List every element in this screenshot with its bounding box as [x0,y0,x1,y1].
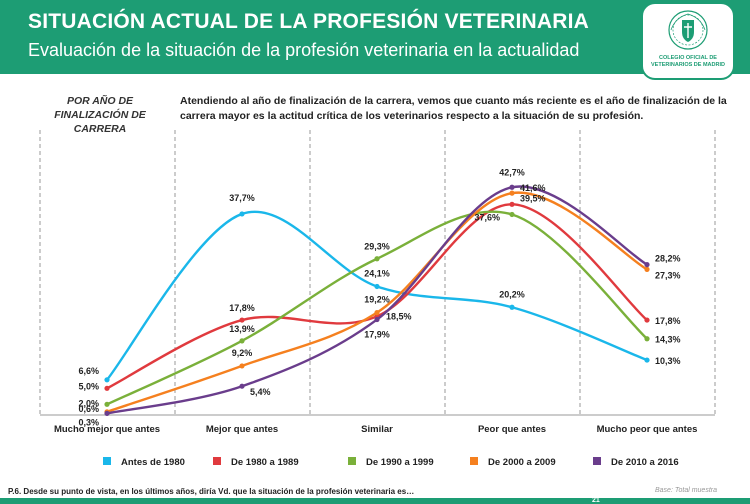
data-point-0-4 [644,357,650,363]
data-label-3-3: 41,6% [520,183,546,193]
data-point-1-1 [239,317,245,323]
data-point-2-2 [374,256,380,262]
series-line-0 [106,210,648,381]
footer-base-note: Base: Total muestra [655,487,717,494]
college-logo: COLEGIO OFICIAL DE VETERINARIOS DE MADRI… [641,2,735,80]
data-label-4-3: 42,7% [499,167,525,177]
x-tick-label-2: Similar [361,424,393,435]
legend-label-0: Antes de 1980 [121,457,185,468]
data-label-3-2: 19,2% [364,295,390,305]
legend-label-3: De 2000 a 2009 [488,457,556,468]
data-point-1-4 [644,317,650,323]
x-tick-label-1: Mejor que antes [206,424,278,435]
x-tick-label-3: Peor que antes [478,424,546,435]
data-point-3-3 [509,190,515,196]
legend-swatch-2 [348,457,356,465]
data-label-0-3: 20,2% [499,289,525,299]
data-point-2-4 [644,336,650,342]
data-label-4-4: 28,2% [655,254,681,264]
header-bar: SITUACIÓN ACTUAL DE LA PROFESIÓN VETERIN… [0,0,750,74]
data-label-3-4: 27,3% [655,270,681,280]
data-label-3-0: 0,6% [78,404,99,414]
data-point-2-3 [509,211,515,218]
data-point-4-4 [644,262,650,268]
page-subtitle: Evaluación de la situación de la profesi… [28,40,580,60]
data-label-0-2: 24,1% [364,268,390,278]
legend-swatch-0 [103,457,111,465]
series-line-1 [106,203,648,390]
legend-swatch-1 [213,457,221,465]
data-label-2-2: 29,3% [364,242,390,252]
legend-label-4: De 2010 a 2016 [611,457,679,468]
college-crest-icon [668,10,708,50]
data-point-2-1 [239,338,245,344]
data-label-1-1: 17,8% [229,303,255,313]
data-label-4-0: 0,3% [78,417,99,427]
data-label-0-0: 6,6% [78,366,99,376]
line-chart: Mucho mejor que antes Mejor que antes Simi… [39,130,716,468]
data-label-2-4: 14,3% [655,335,681,345]
data-label-0-1: 37,7% [229,193,255,203]
data-point-0-0 [104,377,110,383]
data-label-4-1: 5,4% [250,387,271,397]
data-point-3-2 [374,310,380,316]
data-label-2-1: 13,9% [229,324,255,334]
data-label-1-3: 39,5% [520,193,546,203]
data-label-2-3: 37,6% [474,212,500,222]
series-line-3 [106,191,648,413]
data-label-3-1: 9,2% [232,348,253,358]
segment-label: POR AÑO DE FINALIZACIÓN DE CARRERA [54,95,146,135]
data-label-1-2: 18,5% [386,311,412,321]
legend-swatch-3 [470,457,478,465]
data-label-1-0: 5,0% [78,381,99,391]
series-line-4 [106,185,648,415]
chart-description: Atendiendo al año de finalización de la … [180,95,727,122]
series-line-2 [106,210,648,406]
data-point-1-0 [104,385,110,391]
footer-question: P.6. Desde su punto de vista, en los últ… [8,487,415,496]
footer-bar [0,498,750,504]
data-point-1-3 [509,201,515,207]
data-point-0-2 [374,283,380,290]
data-label-2-0: 2,0% [78,398,99,408]
data-point-0-1 [239,211,245,217]
legend-swatch-4 [593,457,601,465]
data-label-1-4: 17,8% [655,316,681,326]
data-point-4-0 [104,410,110,416]
x-tick-label-4: Mucho peor que antes [597,424,698,435]
x-tick-label-0: Mucho mejor que antes [54,424,160,435]
data-label-4-2: 17,9% [364,330,390,340]
page-title: SITUACIÓN ACTUAL DE LA PROFESIÓN VETERIN… [28,10,590,33]
data-point-4-2 [374,316,380,323]
data-point-3-1 [239,363,245,369]
legend-label-2: De 1990 a 1999 [366,457,434,468]
data-point-4-3 [509,184,515,190]
data-point-2-0 [104,401,110,407]
footer: P.6. Desde su punto de vista, en los últ… [0,485,750,504]
college-logo-text: COLEGIO OFICIAL DE VETERINARIOS DE MADRI… [651,55,725,68]
data-label-0-4: 10,3% [655,356,681,366]
data-point-4-1 [239,383,245,389]
data-point-0-3 [509,304,515,310]
data-point-3-4 [644,266,650,272]
page-number: 21 [592,497,600,504]
legend-label-1: De 1980 a 1989 [231,457,299,468]
